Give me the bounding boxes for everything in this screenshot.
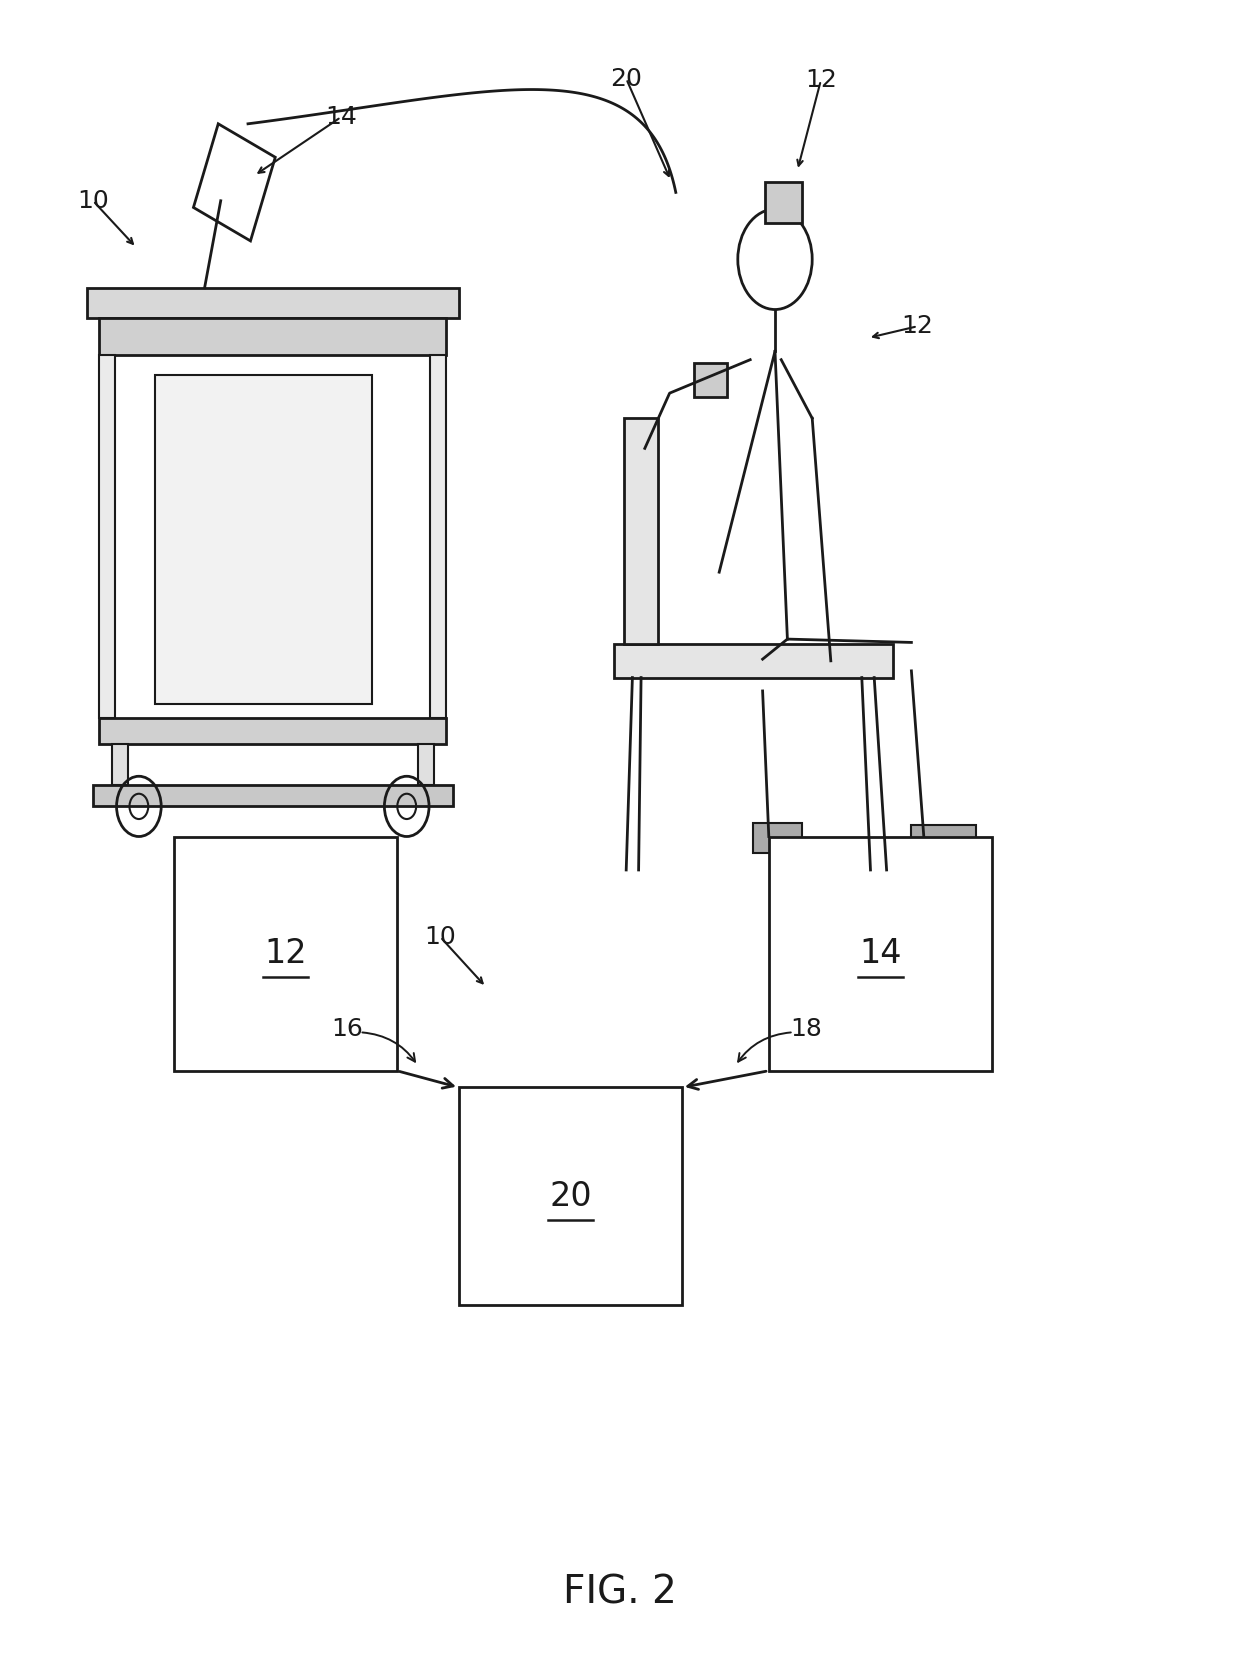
Bar bbox=[174, 836, 397, 1071]
Text: 12: 12 bbox=[264, 937, 306, 970]
Bar bbox=[614, 644, 893, 678]
Text: 12: 12 bbox=[901, 315, 934, 338]
Bar bbox=[112, 744, 128, 785]
Bar bbox=[459, 1087, 682, 1305]
Text: 18: 18 bbox=[790, 1017, 822, 1041]
Text: 14: 14 bbox=[859, 937, 901, 970]
Text: FIG. 2: FIG. 2 bbox=[563, 1574, 677, 1611]
Text: 20: 20 bbox=[549, 1179, 591, 1213]
Text: 16: 16 bbox=[331, 1017, 363, 1041]
Text: 12: 12 bbox=[805, 69, 837, 92]
Bar bbox=[418, 744, 434, 785]
Text: 10: 10 bbox=[424, 925, 456, 949]
Bar bbox=[911, 825, 976, 858]
Bar bbox=[155, 375, 372, 704]
Text: 10: 10 bbox=[77, 189, 109, 212]
Bar bbox=[93, 785, 453, 806]
Bar bbox=[624, 418, 658, 644]
Text: 14: 14 bbox=[325, 105, 357, 129]
Bar bbox=[694, 363, 727, 397]
Bar bbox=[99, 355, 115, 718]
Bar bbox=[99, 718, 446, 744]
Bar bbox=[765, 182, 802, 223]
Bar bbox=[753, 823, 802, 853]
Bar bbox=[769, 836, 992, 1071]
Bar bbox=[99, 318, 446, 355]
Text: 20: 20 bbox=[610, 67, 642, 90]
Bar bbox=[430, 355, 446, 718]
Bar bbox=[87, 288, 459, 318]
